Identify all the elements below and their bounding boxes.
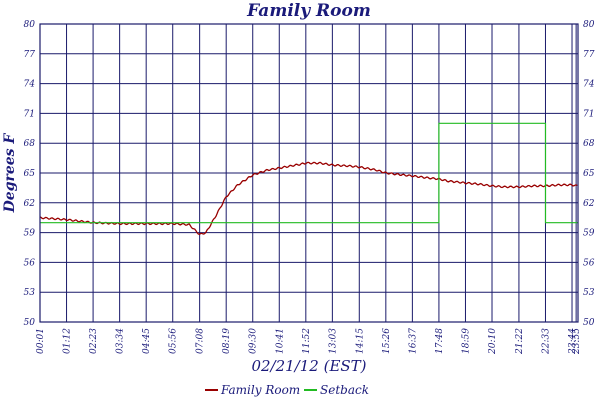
x-tick-label: 17:48 — [435, 328, 445, 354]
x-tick-label: 23:55 — [572, 328, 582, 355]
y-tick-labels-right: 80 77 74 71 68 65 62 59 56 53 50 — [583, 20, 595, 328]
y-tick-label-right: 80 — [583, 20, 595, 30]
y-tick-label-left: 80 — [24, 20, 36, 30]
x-tick-label: 11:52 — [302, 328, 312, 354]
x-axis-label: 02/21/12 (EST) — [251, 357, 366, 375]
y-tick-label-left: 56 — [24, 258, 36, 268]
x-tick-label: 18:59 — [461, 328, 471, 354]
y-tick-label-left: 74 — [24, 80, 36, 90]
y-tick-label-right: 56 — [583, 258, 595, 268]
y-tick-labels-left: 80 77 74 71 68 65 62 59 56 53 50 — [24, 20, 36, 328]
x-tick-label: 23:44 — [568, 328, 578, 355]
y-tick-label-right: 65 — [583, 169, 595, 179]
y-tick-label-left: 68 — [24, 139, 36, 149]
x-tick-label: 07:08 — [196, 328, 206, 354]
y-tick-label-right: 53 — [583, 288, 595, 298]
y-tick-label-left: 65 — [24, 169, 36, 179]
x-tick-label: 03:34 — [116, 328, 126, 354]
y-tick-label-right: 74 — [583, 80, 595, 90]
x-tick-label: 21:22 — [515, 328, 525, 355]
y-tick-label-right: 68 — [583, 139, 595, 149]
x-tick-label: 09:30 — [249, 328, 259, 354]
y-tick-label-right: 50 — [583, 318, 595, 328]
legend-family-room-label: Family Room — [220, 383, 300, 397]
x-tick-label: 20:10 — [488, 328, 498, 355]
x-tick-label: 05:56 — [169, 328, 179, 354]
x-tick-label: 02:23 — [89, 328, 99, 354]
y-axis-label: Degrees F — [2, 133, 18, 214]
x-tick-label: 00:01 — [36, 328, 46, 354]
x-tick-label: 01:12 — [63, 328, 73, 354]
grid — [39, 23, 578, 323]
x-tick-label: 08:19 — [222, 328, 232, 354]
x-tick-label: 10:41 — [275, 328, 285, 354]
y-tick-label-left: 77 — [24, 50, 36, 60]
y-tick-label-right: 62 — [583, 199, 595, 209]
y-tick-label-right: 71 — [583, 109, 594, 119]
chart-title: Family Room — [246, 1, 371, 21]
setback-series-line — [40, 122, 578, 224]
x-tick-labels: 00:01 01:12 02:23 03:34 04:45 05:56 07:08 08:19… — [36, 328, 582, 355]
legend-setback-label: Setback — [320, 383, 369, 397]
x-tick-label: 15:26 — [382, 328, 392, 354]
x-tick-label: 22:33 — [541, 328, 551, 355]
plot-frame — [39, 23, 579, 323]
x-tick-label: 13:03 — [328, 328, 338, 354]
y-tick-label-left: 53 — [24, 288, 36, 298]
x-tick-label: 04:45 — [142, 328, 152, 354]
y-tick-label-right: 77 — [583, 50, 595, 60]
series-group — [39, 122, 578, 236]
y-tick-label-left: 62 — [24, 199, 36, 209]
legend: Family Room Setback — [205, 383, 369, 397]
y-tick-label-left: 50 — [24, 318, 36, 328]
y-tick-label-left: 59 — [24, 229, 36, 239]
x-tick-label: 16:37 — [408, 328, 418, 354]
y-tick-label-right: 59 — [583, 229, 595, 239]
x-tick-label: 14:15 — [355, 328, 365, 354]
y-tick-label-left: 71 — [24, 109, 35, 119]
